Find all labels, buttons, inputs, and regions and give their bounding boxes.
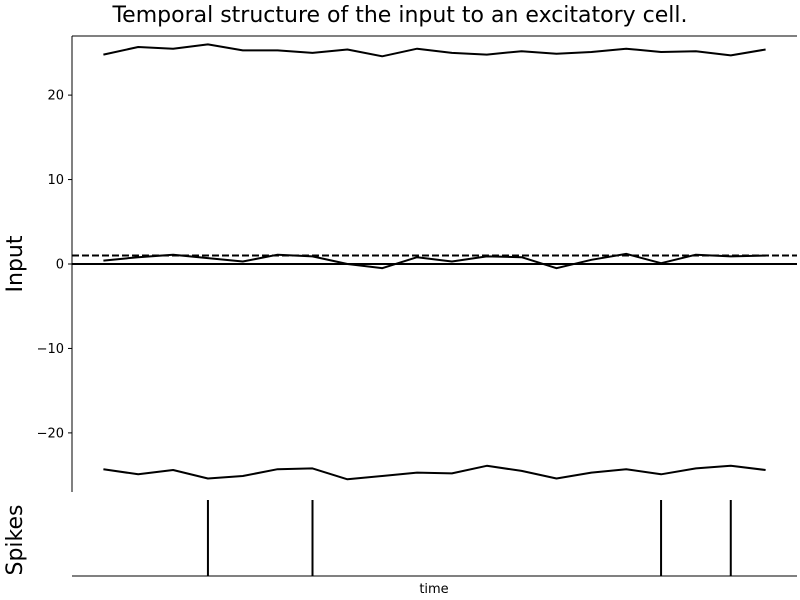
reference-line-group bbox=[72, 254, 797, 265]
input-axis-label: Input bbox=[3, 235, 28, 292]
y-tick-label: 10 bbox=[47, 173, 64, 188]
spike-line-group bbox=[206, 500, 732, 576]
input-series-line-2 bbox=[103, 252, 766, 270]
spikes-axis-label: Spikes bbox=[3, 505, 28, 576]
input-series-line-3 bbox=[103, 464, 766, 481]
y-tick-label: 0 bbox=[56, 258, 64, 273]
y-tick-label: −10 bbox=[37, 342, 64, 357]
time-axis-label: time bbox=[419, 582, 448, 597]
input-series-line-1 bbox=[103, 43, 766, 58]
chart-title: Temporal structure of the input to an ex… bbox=[111, 3, 687, 28]
input-panel: −20 −10 0 10 20 bbox=[37, 35, 797, 492]
y-tick-label: −20 bbox=[37, 426, 64, 441]
input-tick-group: −20 −10 0 10 20 bbox=[37, 89, 72, 441]
y-tick-label: 20 bbox=[47, 89, 64, 104]
input-series-group bbox=[103, 43, 766, 481]
spikes-panel bbox=[72, 500, 797, 577]
